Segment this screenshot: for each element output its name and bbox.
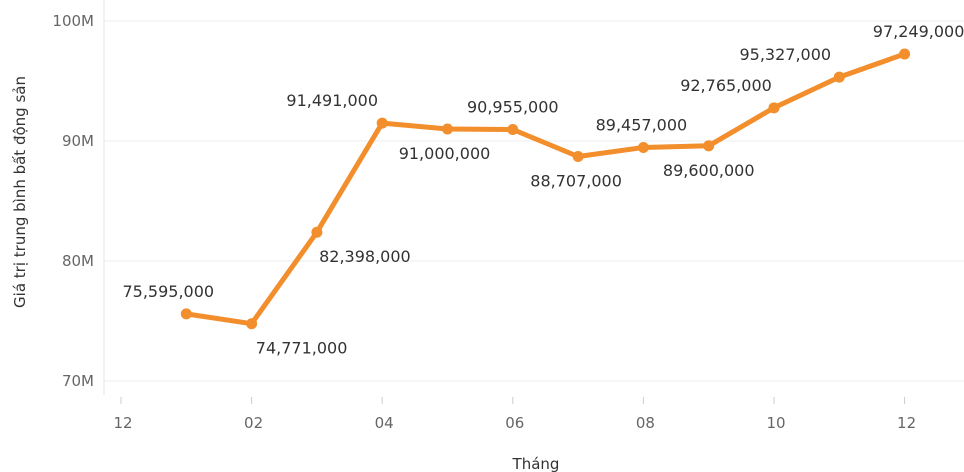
x-tick-label: 12	[897, 414, 916, 432]
data-point	[768, 102, 780, 114]
y-tick-label: 80M	[62, 252, 94, 270]
data-point	[246, 318, 258, 330]
data-label: 74,771,000	[256, 339, 348, 358]
y-axis: 70M 80M 90M 100M	[52, 12, 94, 390]
y-axis-title: Giá trị trung bình bất động sản	[11, 76, 29, 308]
data-label: 91,491,000	[286, 91, 378, 110]
x-tick-label: 10	[766, 414, 785, 432]
x-tick-label: 12	[113, 414, 132, 432]
series-line	[183, 51, 908, 327]
gridlines	[103, 0, 964, 395]
data-label: 90,955,000	[467, 98, 559, 117]
data-label: 92,765,000	[680, 76, 772, 95]
data-points	[180, 48, 911, 330]
x-tick-label: 04	[375, 414, 394, 432]
data-point	[507, 124, 519, 136]
data-label: 95,327,000	[739, 45, 831, 64]
data-point	[833, 71, 845, 83]
x-tick-label: 06	[505, 414, 524, 432]
data-label: 82,398,000	[319, 247, 411, 266]
x-axis-title: Tháng	[512, 455, 560, 472]
x-tick-label: 08	[636, 414, 655, 432]
data-labels: 75,595,000 74,771,000 82,398,000 91,491,000…	[122, 22, 964, 358]
data-label: 75,595,000	[122, 282, 214, 301]
data-label: 89,600,000	[663, 161, 755, 180]
x-axis: 12 02 04 06 08 10 12	[113, 397, 916, 432]
data-point	[442, 123, 453, 135]
data-point	[311, 226, 323, 238]
y-tick-label: 70M	[62, 372, 94, 390]
data-point	[703, 140, 715, 152]
y-tick-label: 100M	[52, 12, 94, 30]
y-tick-label: 90M	[62, 132, 94, 150]
data-point	[899, 48, 911, 60]
data-point	[376, 117, 388, 129]
data-point	[637, 142, 649, 154]
x-tick-label: 02	[244, 414, 263, 432]
data-label: 91,000,000	[399, 144, 491, 163]
data-label: 89,457,000	[596, 116, 688, 135]
data-label: 97,249,000	[873, 22, 964, 41]
data-label: 88,707,000	[530, 172, 622, 191]
data-point	[572, 151, 584, 163]
data-point	[180, 308, 192, 320]
